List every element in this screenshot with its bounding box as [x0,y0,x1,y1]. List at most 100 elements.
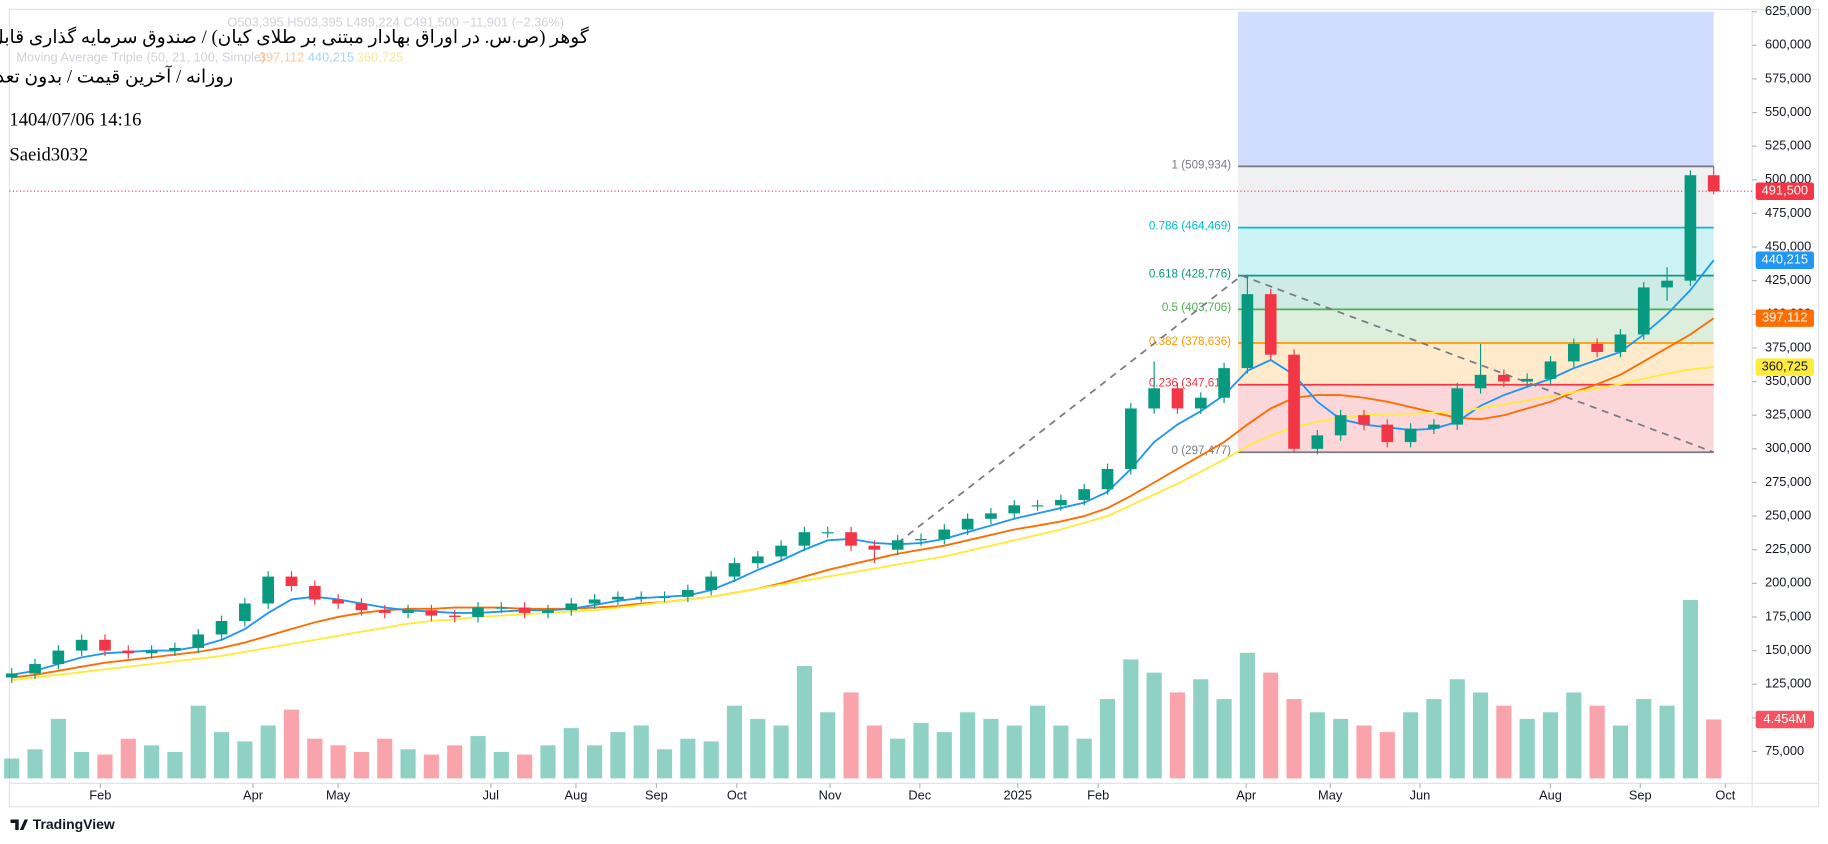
y-tick-label: 425,000 [1765,272,1811,287]
volume-bar [540,745,556,779]
volume-bar [1239,652,1255,779]
candle-body [682,590,694,597]
volume-bar [820,712,836,779]
y-tick-label: 300,000 [1765,440,1811,455]
y-tick-label: 275,000 [1765,474,1811,489]
candle-body [565,603,578,611]
x-tick-label: Dec [908,788,931,803]
candle-body [612,596,624,600]
price-label: 491,500 [1762,183,1808,198]
candle-body [1218,368,1230,398]
candle-body [1591,343,1603,352]
ma-legend-value: 397,112 [259,50,304,65]
volume-bar [283,709,300,779]
ma-value-label-box [1755,358,1814,376]
candle-body [285,576,298,587]
volume-bar [237,741,253,779]
volume-bar [1426,699,1442,779]
x-tick-label: Jul [483,788,499,803]
y-tick-label: 150,000 [1765,642,1811,657]
moving-average [11,366,1714,682]
volume-bar [656,749,673,779]
author: Saeid3032 [9,144,88,165]
volume-bar [610,732,626,779]
candle-body [1148,388,1160,409]
volume-bar [213,732,230,779]
chart-title: گوهر (ص.س. در اوراق بهادار مبتنی بر طلای… [0,25,590,48]
volume-bar [423,754,439,779]
volume-bar [587,745,603,779]
candle-body [588,599,601,604]
candle-body [705,576,717,591]
candle-body [1311,435,1324,449]
x-tick-label: Feb [1087,788,1109,803]
fib-zone [1238,309,1714,344]
candle-body [355,603,368,611]
ma-legend-value: 360,725 [357,50,403,65]
candle-body [1358,415,1370,425]
x-tick-label: Apr [1236,788,1257,803]
volume-bar [1146,672,1162,779]
candle-body [192,634,205,648]
volume-bar [1636,699,1652,779]
volume-bar [1286,699,1302,779]
volume-bar [1053,725,1069,779]
candle-body [1544,361,1557,379]
x-tick-label: Apr [243,788,264,803]
fib-label: 0.786 (464,469) [1149,220,1231,233]
candle-body [1078,489,1091,500]
candle-body [1521,378,1534,382]
volume-label: 4.454M [1763,711,1806,726]
volume-bar [1403,712,1419,779]
volume-bar [913,722,929,779]
candle-body [239,603,251,621]
x-tick-label: 2025 [1003,788,1032,803]
volume-bar [330,745,346,779]
ma-value-label-box [1755,251,1814,269]
candle-body [262,576,275,604]
candle-body [635,596,648,598]
candle-body [1451,388,1464,425]
volume-bar [27,749,43,779]
candle-body [145,650,158,654]
volume-bar [936,732,952,779]
ohlc-legend: O503,395 H503,395 L489,224 C491,500 −11,… [227,15,564,30]
candle-body [798,532,811,546]
candle-body [169,647,181,651]
volume-bar [796,666,812,779]
volume-bar [1659,705,1675,779]
logo-mark [10,819,29,831]
candle-body [1125,408,1137,469]
fib-zone [1238,166,1714,228]
candle-body [751,556,764,564]
volume-bar [983,718,999,779]
candle-body [1334,415,1347,436]
volume-bar [726,705,743,779]
y-tick-label: 575,000 [1765,70,1811,85]
candle-body [402,610,414,613]
volume-bar [1356,725,1372,779]
chart-subtitle: روزانه / آخرین قیمت / بدون تعدیل [0,64,233,87]
y-tick-label: 200,000 [1765,575,1811,590]
date: 1404/07/06 14:16 [9,110,141,131]
x-tick-label: Oct [727,788,747,803]
moving-average [11,317,1715,679]
y-tick-label: 175,000 [1765,608,1811,623]
ma-value-label: 360,725 [1762,359,1808,374]
volume-bar [1519,718,1535,779]
volume-bar [447,745,463,779]
y-tick-label: 375,000 [1765,339,1811,354]
volume-bar [400,749,416,779]
volume-bar [470,736,486,779]
candle-body [5,673,18,678]
y-tick-label: 450,000 [1765,238,1811,253]
x-tick-label: Aug [1539,788,1562,803]
candle-body [518,607,531,613]
ma-value-label: 397,112 [1762,310,1807,325]
volume-bar [843,692,859,779]
candle-body [1567,343,1580,362]
y-tick-label: 250,000 [1765,507,1811,522]
volume-bar [1123,659,1139,779]
volume-bar [890,738,906,779]
